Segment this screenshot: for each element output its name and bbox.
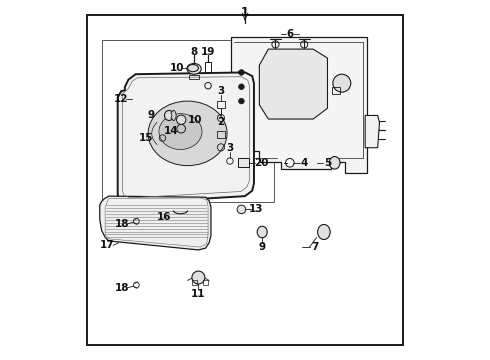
Text: 11: 11 — [191, 289, 206, 299]
Ellipse shape — [159, 114, 202, 149]
Bar — [87, 15, 403, 345]
Text: 15: 15 — [139, 133, 154, 143]
Text: 8: 8 — [191, 46, 197, 57]
Text: 5: 5 — [324, 158, 331, 168]
Bar — [332, 87, 340, 94]
Text: 12: 12 — [114, 94, 128, 104]
Circle shape — [239, 84, 245, 90]
Circle shape — [333, 74, 351, 92]
Text: 16: 16 — [157, 212, 171, 221]
Circle shape — [239, 98, 245, 104]
Text: 18: 18 — [115, 283, 129, 293]
Bar — [192, 280, 197, 285]
Ellipse shape — [188, 64, 198, 72]
Bar — [189, 75, 199, 79]
Text: 3: 3 — [218, 86, 224, 96]
Bar — [218, 131, 224, 138]
Text: 3: 3 — [226, 143, 234, 153]
Text: 14: 14 — [164, 126, 179, 135]
Ellipse shape — [318, 225, 330, 239]
Text: 13: 13 — [248, 204, 263, 215]
Circle shape — [239, 69, 245, 75]
Text: 17: 17 — [99, 240, 114, 250]
Bar — [203, 280, 208, 285]
Wedge shape — [171, 110, 176, 121]
Circle shape — [237, 205, 245, 214]
Circle shape — [176, 115, 186, 125]
Text: 4: 4 — [300, 158, 308, 168]
Text: 19: 19 — [201, 46, 215, 57]
Bar — [101, 40, 274, 202]
Text: 9: 9 — [259, 242, 266, 252]
Text: 1: 1 — [241, 6, 249, 19]
Bar — [205, 62, 211, 72]
Ellipse shape — [165, 111, 173, 121]
Text: 20: 20 — [254, 158, 269, 168]
Polygon shape — [100, 196, 211, 250]
Polygon shape — [118, 72, 254, 203]
Text: 9: 9 — [147, 111, 155, 121]
Polygon shape — [238, 158, 248, 167]
Ellipse shape — [148, 101, 227, 166]
Ellipse shape — [257, 226, 267, 238]
Polygon shape — [259, 49, 327, 119]
Text: 6: 6 — [286, 29, 294, 39]
Ellipse shape — [187, 63, 201, 74]
Polygon shape — [231, 37, 367, 173]
Text: 7: 7 — [311, 242, 318, 252]
Text: 10: 10 — [170, 63, 184, 73]
Ellipse shape — [329, 157, 340, 169]
Text: 10: 10 — [188, 115, 203, 125]
Bar — [218, 101, 224, 108]
Text: 2: 2 — [218, 117, 224, 127]
Polygon shape — [365, 116, 379, 148]
Text: 18: 18 — [115, 219, 129, 229]
Circle shape — [192, 271, 205, 284]
